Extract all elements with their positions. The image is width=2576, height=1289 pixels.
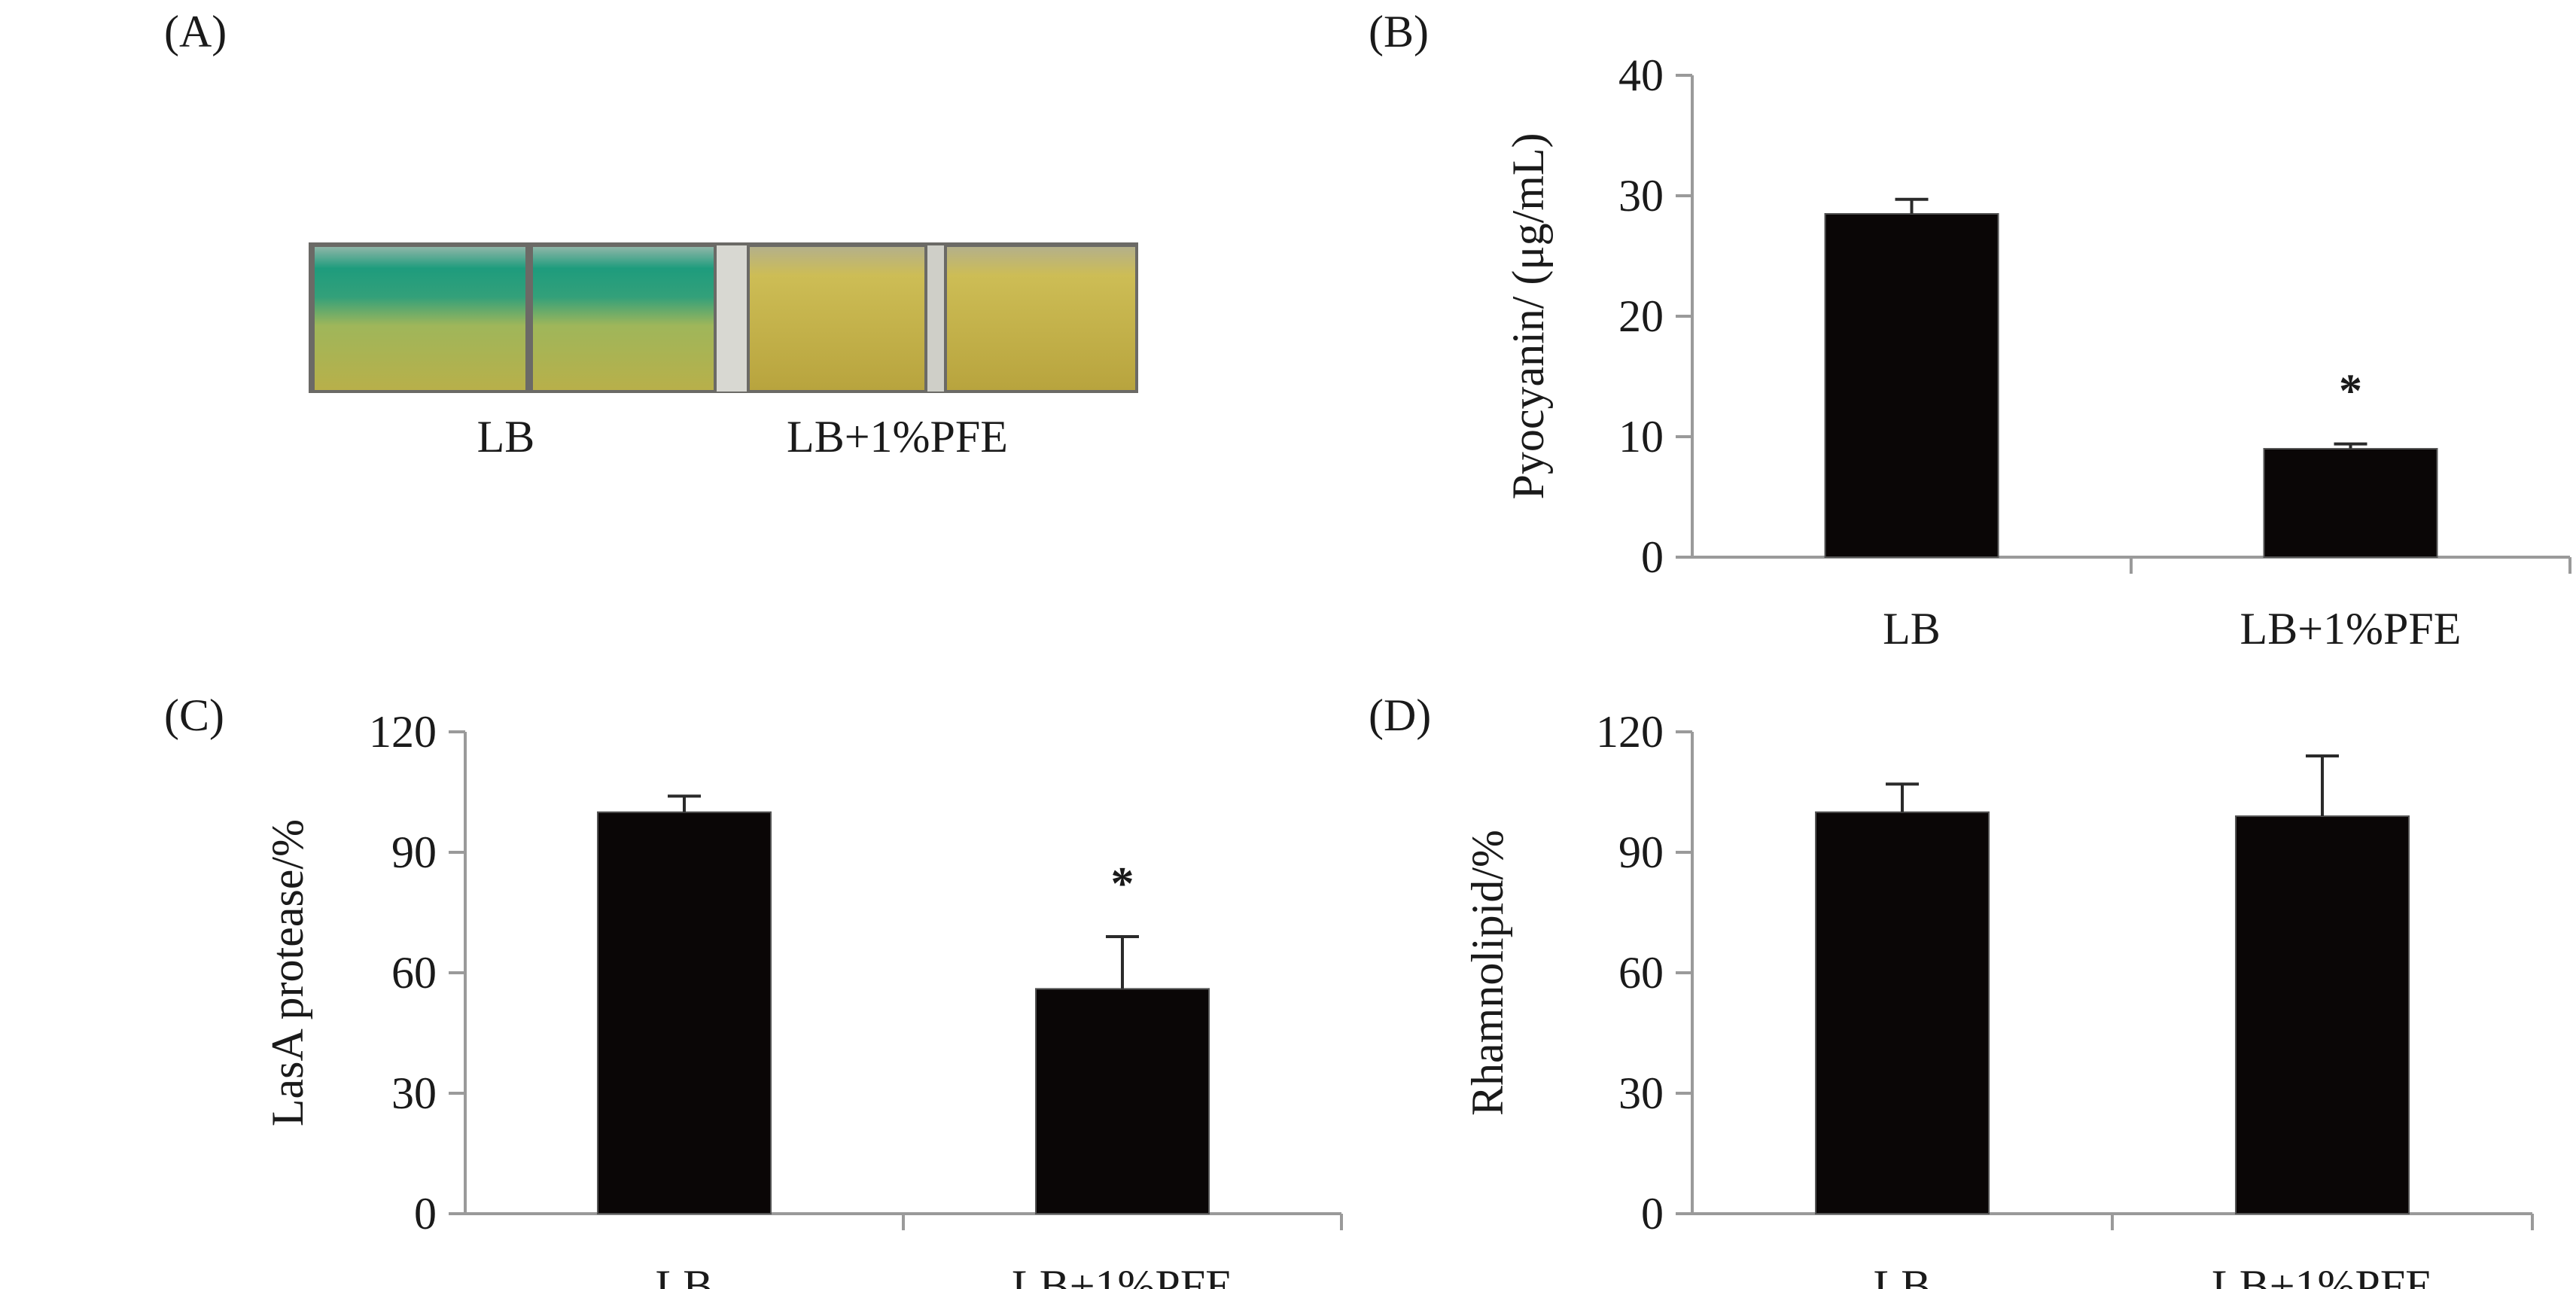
y-tick-label: 10 [1618, 412, 1664, 462]
tube-gap-2 [927, 245, 944, 392]
tube-pfe-1 [750, 247, 924, 390]
panel-a: (A) [164, 7, 1138, 462]
panel-label: (B) [1369, 7, 1429, 56]
y-axis-title: Pyocyanin/ (μg/mL) [1503, 133, 1553, 499]
y-tick-label: 30 [1618, 1068, 1664, 1118]
significance-star: * [1111, 858, 1134, 910]
y-tick-label: 40 [1618, 50, 1664, 100]
y-tick-label: 0 [1641, 532, 1664, 582]
y-axis-title: Rhamnolipid/% [1463, 830, 1512, 1116]
y-tick-label: 20 [1618, 291, 1664, 341]
bar [1035, 988, 1210, 1215]
tubes-photo [309, 242, 1138, 393]
y-tick-label: 120 [369, 707, 437, 757]
panel-label: (C) [164, 690, 224, 740]
bar [2235, 815, 2410, 1214]
x-category-label: LB+1%PFE [2240, 604, 2462, 654]
y-tick-label: 60 [1618, 948, 1664, 998]
x-category-label: LB+1%PFE [2212, 1261, 2433, 1289]
y-tick-label: 60 [391, 948, 437, 998]
y-axis-title: LasA protease/% [263, 819, 312, 1126]
panel-c: (C) 0 30 60 90 120 LB * LB+1%PFE LasA protease/% [164, 690, 1343, 1289]
y-tick-label: 90 [391, 827, 437, 877]
y-tick-label: 30 [1618, 171, 1664, 221]
x-category-label: LB [1883, 604, 1941, 654]
significance-star: * [2339, 366, 2362, 417]
panel-label: (D) [1369, 690, 1431, 740]
tube-pfe-2 [947, 247, 1135, 390]
bar [1824, 213, 1999, 558]
tube-lb-1 [315, 247, 525, 390]
x-category-label: LB [656, 1261, 714, 1289]
panel-b: (B) 0 10 20 30 40 LB * LB+1%PFE Pyocyanin/ (μg/mL… [1369, 7, 2571, 654]
panel-label-a: (A) [164, 7, 227, 56]
tube-gap [717, 245, 747, 392]
tube-lb-2 [533, 247, 714, 390]
y-tick-label: 120 [1596, 707, 1664, 757]
bar [597, 811, 772, 1214]
panel-d: (D) 0 30 60 90 120 LB LB+1%PFE Rhamnolipid/% [1369, 690, 2534, 1289]
y-tick-label: 30 [391, 1068, 437, 1118]
y-tick-label: 0 [414, 1189, 437, 1239]
y-tick-label: 0 [1641, 1189, 1664, 1239]
bar [1815, 811, 1990, 1214]
photo-label-lb: LB [477, 412, 535, 462]
bar [2263, 448, 2438, 558]
photo-label-pfe: LB+1%PFE [787, 412, 1008, 462]
y-tick-label: 90 [1618, 827, 1664, 877]
x-category-label: LB [1874, 1261, 1932, 1289]
x-category-label: LB+1%PFE [1012, 1261, 1233, 1289]
